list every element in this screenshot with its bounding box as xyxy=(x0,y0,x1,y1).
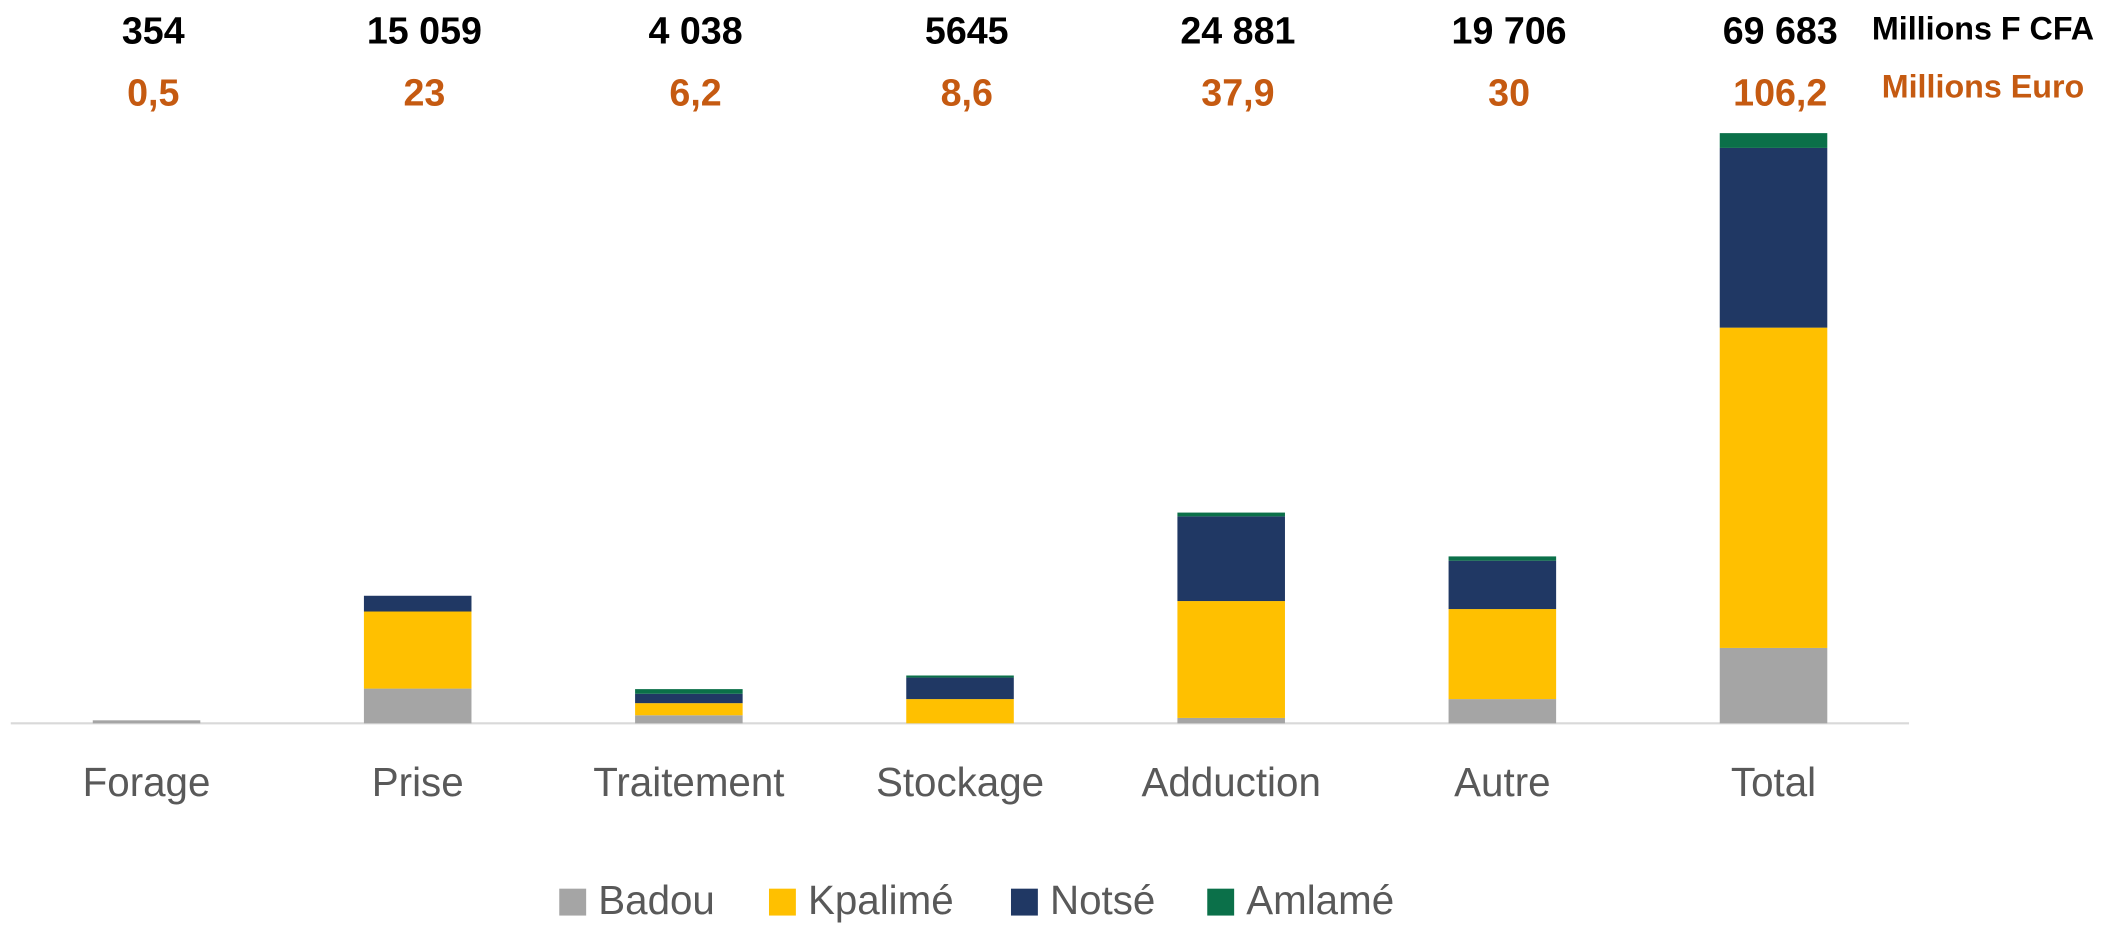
bar-segment xyxy=(1719,327,1828,648)
x-tick-label: Prise xyxy=(372,759,464,805)
total-label: 354 xyxy=(122,10,185,52)
x-tick-label: Stockage xyxy=(876,759,1044,805)
legend-label: Notsé xyxy=(1050,877,1155,923)
bar-segment xyxy=(906,699,1014,724)
bar-segment xyxy=(1177,717,1285,724)
total-label: 15 059 xyxy=(367,10,482,52)
legend-label: Badou xyxy=(598,877,715,923)
total-label: 5645 xyxy=(925,10,1009,52)
bar-segment xyxy=(1719,647,1828,724)
bar-segment xyxy=(635,693,743,704)
bar-segment xyxy=(1448,699,1557,724)
bar-segment xyxy=(1719,147,1828,328)
bar-segment xyxy=(635,715,743,724)
legend-swatch xyxy=(559,888,587,916)
euro-label: 6,2 xyxy=(669,71,721,113)
total-label: 69 683 xyxy=(1723,10,1838,52)
bar-segment xyxy=(1448,609,1557,700)
x-tick-label: Forage xyxy=(83,759,211,805)
legend-swatch xyxy=(1010,888,1038,916)
bar-segment xyxy=(1719,133,1828,148)
bar-segment xyxy=(92,720,201,724)
euro-label: 30 xyxy=(1488,71,1530,113)
total-label: 19 706 xyxy=(1452,10,1567,52)
bar-segment xyxy=(363,595,472,612)
legend-label: Amlamé xyxy=(1246,877,1394,923)
x-tick-label: Adduction xyxy=(1142,759,1321,805)
x-tick-label: Total xyxy=(1731,759,1816,805)
legend-swatch xyxy=(1207,888,1235,916)
x-tick-label: Traitement xyxy=(593,759,784,805)
total-label: 24 881 xyxy=(1180,10,1295,52)
bar-segment xyxy=(635,689,743,694)
euro-label: 0,5 xyxy=(127,71,179,113)
bar-segment xyxy=(1177,512,1285,517)
bar-segment xyxy=(906,675,1014,678)
bar-segment xyxy=(1177,516,1285,602)
legend-swatch xyxy=(768,888,796,916)
euro-label: 106,2 xyxy=(1733,71,1827,113)
bar-segment xyxy=(1448,560,1557,610)
bar-segment xyxy=(1448,556,1557,561)
euro-unit: Millions Euro xyxy=(1882,68,2084,104)
euro-label: 8,6 xyxy=(941,71,993,113)
total-unit: Millions F CFA xyxy=(1872,10,2094,46)
euro-label: 37,9 xyxy=(1201,71,1274,113)
bar-segment xyxy=(635,703,743,716)
bar-segment xyxy=(363,688,472,724)
bar-segment xyxy=(906,677,1014,700)
bar-segment xyxy=(1177,601,1285,718)
euro-label: 23 xyxy=(403,71,445,113)
x-tick-label: Autre xyxy=(1454,759,1550,805)
legend-label: Kpalimé xyxy=(808,877,954,923)
bar-segment xyxy=(363,611,472,689)
total-label: 4 038 xyxy=(649,10,743,52)
